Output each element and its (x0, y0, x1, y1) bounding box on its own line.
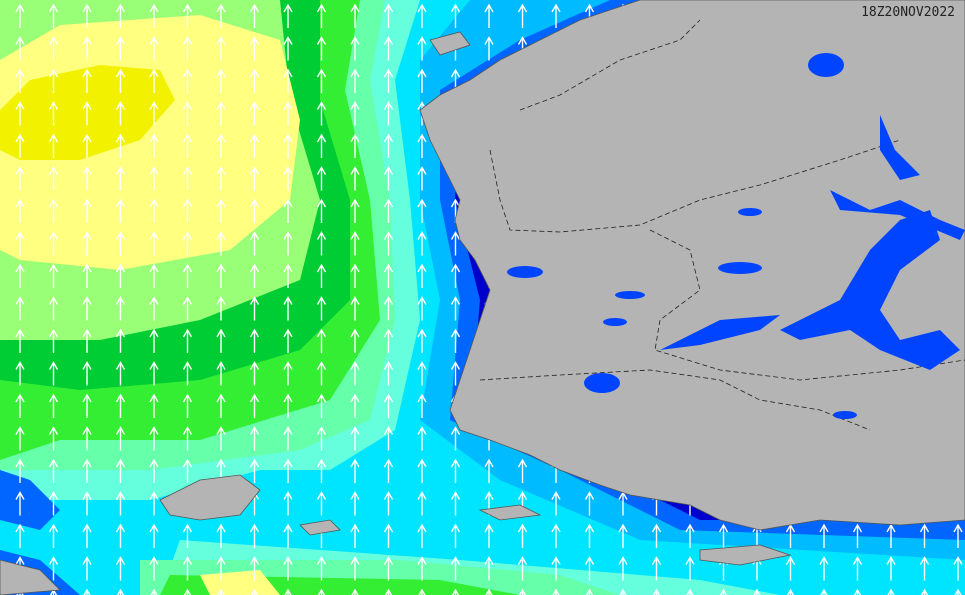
borders (479, 19, 965, 431)
lakes (507, 53, 965, 419)
timestamp: 18Z20NOV2022 (861, 5, 955, 20)
